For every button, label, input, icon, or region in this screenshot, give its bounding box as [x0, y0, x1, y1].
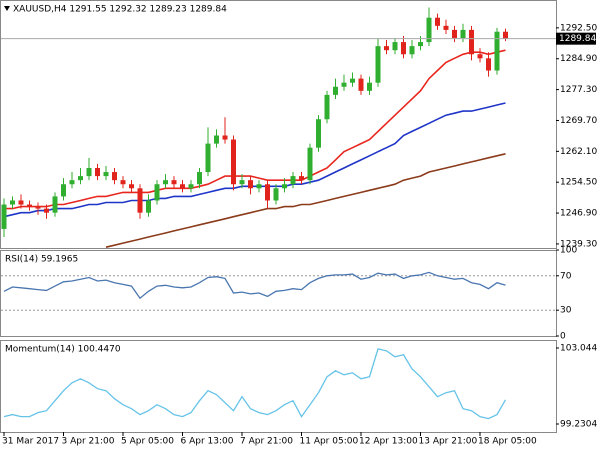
- panel-title: RSI(14) 59.1965: [5, 255, 78, 265]
- candle-body: [401, 42, 406, 55]
- x-tick-label: 18 Apr 05:00: [478, 437, 537, 447]
- y-tick-label: 1292.50: [560, 23, 597, 33]
- candle-body: [375, 46, 381, 83]
- candle-body: [69, 180, 75, 185]
- candle-body: [112, 172, 117, 181]
- candle-body: [205, 143, 211, 173]
- candle-body: [78, 176, 83, 181]
- moving-average: [105, 153, 506, 248]
- y-tick-label: 1269.70: [560, 116, 597, 126]
- indicator-line: [3, 271, 506, 300]
- candle-body: [358, 78, 364, 91]
- candle-body: [435, 17, 440, 26]
- candle-body: [154, 184, 160, 201]
- candle-body: [35, 206, 41, 209]
- candle-body: [350, 78, 355, 83]
- current-price-label: 1289.84: [559, 34, 596, 44]
- moving-average: [4, 49, 506, 210]
- candle-body: [392, 42, 398, 51]
- y-tick-label: 1254.50: [560, 178, 597, 188]
- candle-body: [494, 31, 500, 71]
- candle-body: [171, 180, 177, 185]
- y-tick-label: 99.2304: [560, 419, 597, 429]
- candle-body: [409, 46, 415, 55]
- candle-body: [477, 54, 483, 59]
- candle-body: [256, 184, 262, 189]
- candle-body: [452, 29, 457, 39]
- indicator-line: [3, 348, 507, 420]
- candle-body: [333, 86, 338, 95]
- candle-body: [239, 180, 245, 185]
- candle-body: [1, 204, 7, 229]
- moving-average: [3, 102, 506, 218]
- candle-body: [120, 180, 126, 185]
- candle-body: [460, 29, 466, 39]
- candle-body: [418, 42, 423, 47]
- y-tick-label: 1262.10: [560, 147, 597, 157]
- candle-body: [146, 200, 151, 213]
- y-tick-label: 70: [560, 271, 572, 281]
- candle-body: [324, 94, 330, 120]
- y-tick-label: 1239.30: [560, 239, 597, 249]
- y-tick-label: 1246.90: [560, 209, 597, 219]
- x-tick-label: 7 Apr 21:00: [240, 437, 293, 447]
- candle-body: [503, 31, 508, 39]
- candle-body: [290, 176, 296, 185]
- x-tick-label: 11 Apr 05:00: [300, 437, 359, 447]
- candle-body: [231, 139, 236, 185]
- y-tick-label: 30: [560, 306, 572, 316]
- candle-body: [27, 204, 32, 207]
- candle-body: [248, 180, 253, 189]
- candle-body: [44, 208, 49, 213]
- candle-body: [486, 58, 491, 71]
- y-tick-label: 100: [560, 246, 577, 256]
- candle-body: [443, 25, 449, 30]
- x-tick-label: 31 Mar 2017: [2, 437, 59, 447]
- x-tick-label: 12 Apr 13:00: [359, 437, 418, 447]
- candle-body: [367, 82, 372, 91]
- price-panel: [0, 0, 557, 249]
- candle-body: [384, 46, 389, 51]
- candle-body: [18, 200, 24, 205]
- candle-body: [316, 119, 321, 148]
- candle-body: [52, 196, 58, 213]
- candle-body: [129, 184, 134, 189]
- candle-body: [214, 135, 219, 144]
- y-tick-label: 0: [560, 332, 566, 342]
- candle-body: [197, 172, 202, 185]
- y-tick-label: 103.044: [560, 343, 597, 353]
- y-tick-label: 1284.90: [560, 54, 597, 64]
- rsi-panel: [0, 250, 557, 337]
- candle-body: [86, 167, 92, 177]
- x-tick-label: 13 Apr 21:00: [419, 437, 478, 447]
- y-tick-label: 1277.30: [560, 85, 597, 95]
- candle-body: [265, 184, 270, 201]
- candle-body: [188, 184, 194, 189]
- candle-body: [180, 184, 185, 189]
- candle-body: [469, 29, 474, 55]
- momentum-panel: [0, 340, 557, 433]
- panel-title: XAUUSD,H4 1291.55 1292.32 1289.23 1289.8…: [13, 5, 227, 15]
- candle-body: [426, 17, 432, 43]
- current-price-box: [556, 32, 596, 45]
- x-tick-label: 5 Apr 05:00: [121, 437, 174, 447]
- symbol-triangle: [4, 6, 10, 11]
- candle-body: [137, 188, 143, 213]
- candle-body: [307, 147, 313, 181]
- candle-body: [341, 82, 347, 87]
- candle-body: [222, 135, 228, 140]
- candle-body: [10, 200, 15, 205]
- panel-title: Momentum(14) 100.4470: [5, 345, 121, 355]
- x-tick-label: 3 Apr 21:00: [62, 437, 115, 447]
- candle-body: [103, 172, 109, 177]
- candle-body: [95, 167, 100, 177]
- candle-body: [299, 176, 304, 181]
- x-tick-label: 6 Apr 13:00: [181, 437, 234, 447]
- candle-body: [282, 184, 287, 189]
- candle-body: [163, 180, 168, 185]
- candle-body: [61, 184, 66, 197]
- candle-body: [273, 188, 279, 201]
